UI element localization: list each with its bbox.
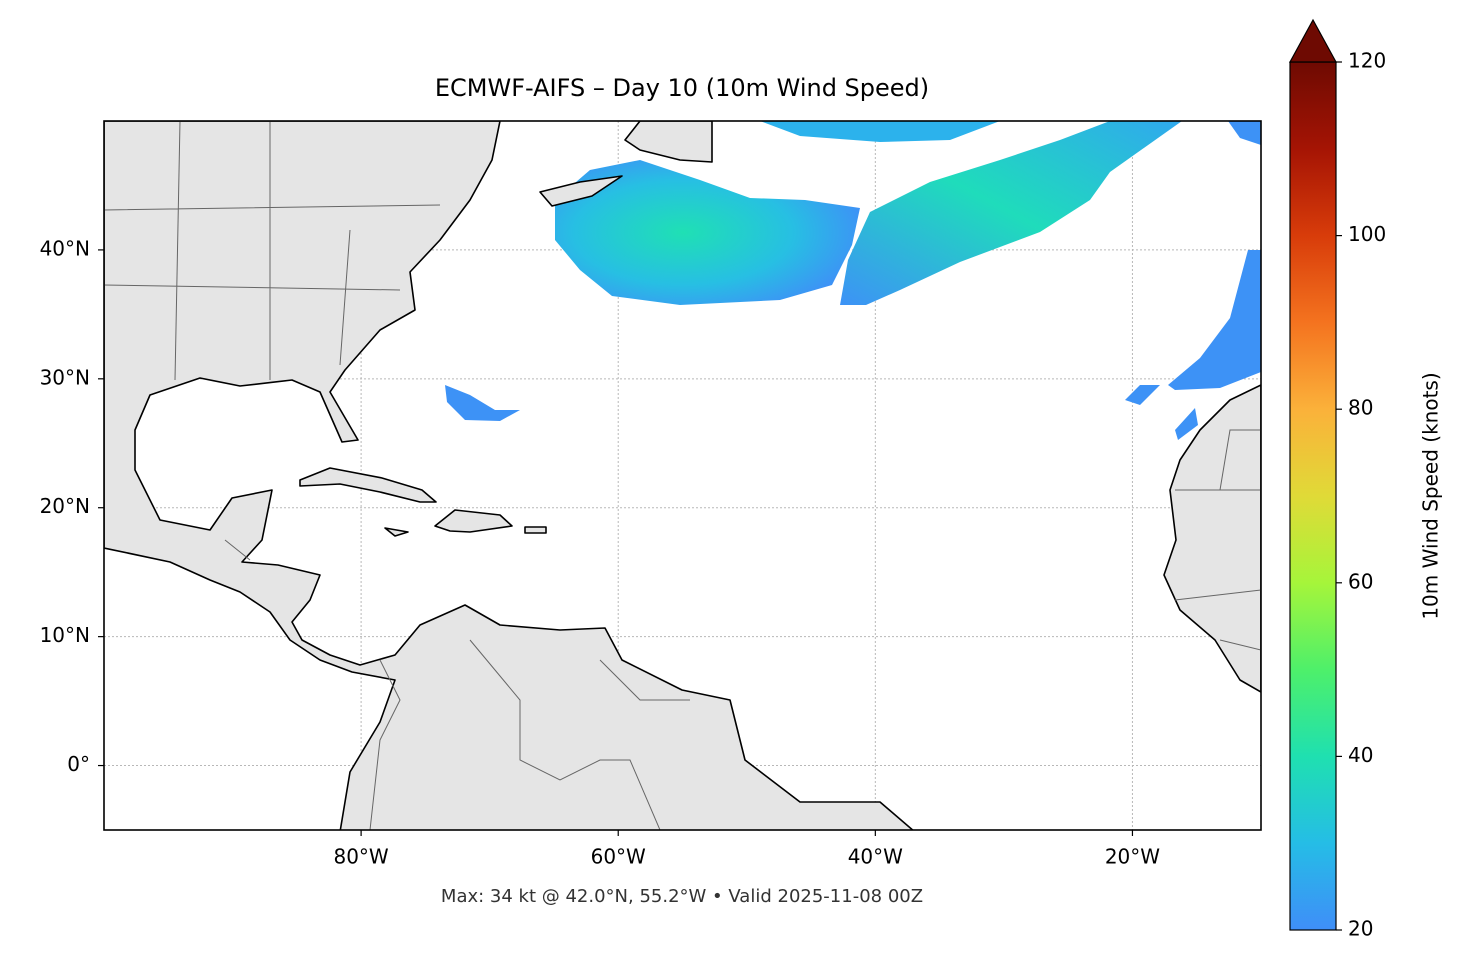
x-tick-label: 40°W bbox=[848, 845, 903, 869]
colorbar-scale bbox=[1289, 61, 1337, 931]
x-tick-label: 80°W bbox=[333, 845, 388, 869]
x-tick-label: 60°W bbox=[591, 845, 646, 869]
map-frame bbox=[103, 120, 1262, 831]
map-title: ECMWF-AIFS – Day 10 (10m Wind Speed) bbox=[435, 74, 929, 102]
colorbar-label: 10m Wind Speed (knots) bbox=[1419, 372, 1443, 619]
axis-ticks: 80°W 60°W 40°W 20°W 0° 10°N 20°N 30°N 40°N bbox=[40, 236, 1161, 868]
colorbar: 20 40 60 80 100 120 bbox=[1288, 18, 1386, 941]
colorbar-tick-label: 60 bbox=[1348, 569, 1373, 593]
colorbar-extension bbox=[1288, 18, 1338, 63]
colorbar-tick-label: 80 bbox=[1348, 396, 1373, 420]
x-tick-label: 20°W bbox=[1105, 845, 1160, 869]
y-tick-label: 10°N bbox=[40, 623, 90, 647]
colorbar-tick-label: 120 bbox=[1348, 49, 1386, 73]
y-tick-label: 30°N bbox=[40, 365, 90, 389]
y-tick-label: 40°N bbox=[40, 236, 90, 260]
colorbar-tick-label: 100 bbox=[1348, 222, 1386, 246]
map-area bbox=[104, 121, 1261, 830]
y-tick-label: 0° bbox=[67, 752, 90, 776]
colorbar-tick-label: 20 bbox=[1348, 917, 1373, 941]
colorbar-tick-label: 40 bbox=[1348, 743, 1373, 767]
land bbox=[104, 121, 1261, 830]
footer-note: Max: 34 kt @ 42.0°N, 55.2°W • Valid 2025… bbox=[441, 886, 923, 907]
y-tick-label: 20°N bbox=[40, 494, 90, 518]
